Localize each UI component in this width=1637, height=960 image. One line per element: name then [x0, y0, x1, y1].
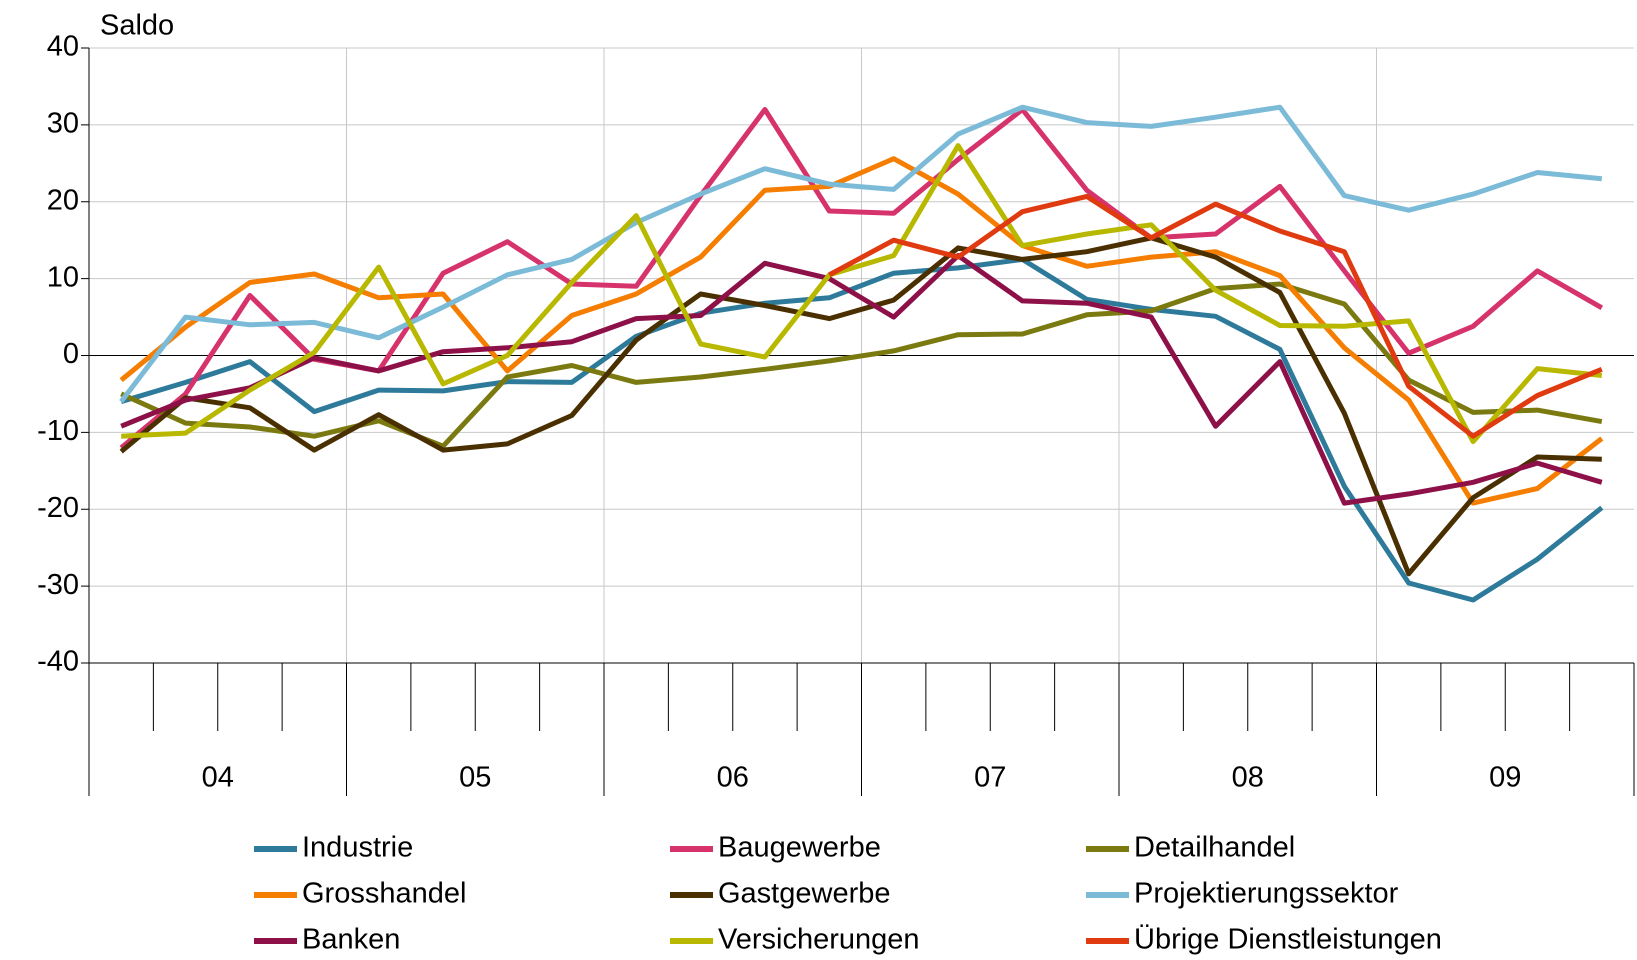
y-tick-label: 40 — [47, 31, 79, 63]
legend-label: Versicherungen — [718, 924, 920, 956]
legend-label: Detailhandel — [1134, 832, 1295, 864]
data-line — [119, 104, 1603, 404]
y-tick-label: 20 — [47, 184, 79, 216]
y-tick-label: -10 — [37, 415, 79, 447]
legend-label: Baugewerbe — [718, 832, 881, 864]
legend-label: Gastgewerbe — [718, 878, 891, 910]
y-tick-label: -20 — [37, 492, 79, 524]
y-tick-label: 0 — [63, 338, 79, 370]
legend-label: Übrige Dienstleistungen — [1134, 924, 1442, 956]
y-axis-title: Saldo — [100, 10, 174, 42]
x-group-label: 09 — [1489, 762, 1521, 794]
y-tick-label: 30 — [47, 108, 79, 140]
legend-label: Banken — [302, 924, 400, 956]
data-line — [119, 156, 1604, 506]
x-group-label: 07 — [974, 762, 1006, 794]
y-tick-label: -30 — [37, 569, 79, 601]
x-group-label: 08 — [1232, 762, 1264, 794]
data-line — [121, 143, 1603, 445]
x-group-label: 06 — [717, 762, 749, 794]
y-tick-label: 10 — [47, 261, 79, 293]
data-line — [828, 193, 1603, 439]
y-tick-label: -40 — [37, 646, 79, 678]
legend-label: Projektierungssektor — [1134, 878, 1399, 910]
legend-label: Grosshandel — [302, 878, 466, 910]
data-line — [120, 253, 1603, 506]
x-group-label: 05 — [459, 762, 491, 794]
x-group-label: 04 — [202, 762, 234, 794]
legend-label: Industrie — [302, 832, 413, 864]
data-line — [119, 235, 1602, 577]
